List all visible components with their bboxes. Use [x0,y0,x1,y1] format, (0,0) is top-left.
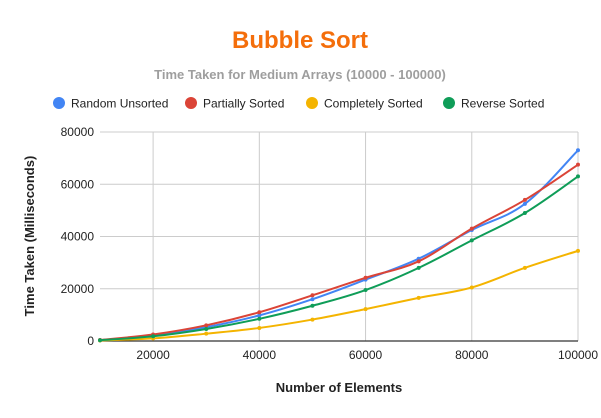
series-lines [98,148,580,343]
chart-subtitle: Time Taken for Medium Arrays (10000 - 10… [154,67,446,82]
legend-item: Completely Sorted [306,97,423,111]
data-point [576,148,580,153]
x-axis-title: Number of Elements [276,380,402,395]
data-point [257,325,262,330]
data-point [576,248,580,253]
y-tick-label: 0 [87,334,94,348]
legend-label: Random Unsorted [71,97,168,111]
data-point [522,197,527,202]
data-point [310,297,315,302]
gridlines [100,131,579,341]
legend-marker [185,97,197,109]
data-point [98,338,102,343]
y-tick-label: 40000 [61,230,95,244]
data-point [576,162,580,167]
x-tick-label: 60000 [349,348,383,362]
data-point [416,295,421,300]
data-point [204,323,209,328]
series-line-1 [99,163,579,341]
y-tick-label: 80000 [61,125,95,139]
data-point [257,310,262,315]
data-point [310,293,315,298]
x-tick-label: 40000 [243,348,277,362]
legend: Random Unsorted Partially Sorted Completel… [53,97,544,111]
legend-item: Reverse Sorted [443,97,544,111]
data-point [257,316,262,321]
data-point [576,174,580,179]
legend-label: Reverse Sorted [461,97,544,111]
legend-item: Partially Sorted [185,97,284,111]
data-point [151,334,156,339]
data-point [204,331,209,336]
data-point [469,238,474,243]
data-point [363,275,368,280]
series-line-0 [99,149,579,342]
legend-marker [306,97,318,109]
data-point [522,210,527,215]
data-point [363,288,368,293]
chart-title: Bubble Sort [232,27,368,54]
legend-label: Completely Sorted [324,97,423,111]
series-line-2 [99,249,579,342]
x-tick-label: 100000 [558,348,598,362]
x-tick-label: 80000 [455,348,489,362]
legend-label: Partially Sorted [203,97,284,111]
data-point [522,201,527,206]
x-tick-label: 20000 [136,348,170,362]
legend-marker [443,97,455,109]
y-tick-label: 20000 [61,282,95,296]
data-point [204,326,209,331]
data-point [469,226,474,231]
data-point [416,259,421,264]
data-point [363,307,368,312]
tick-labels: 0 20000 40000 60000 80000 20000 40000 60000 8000… [61,125,599,362]
series-line-3 [99,175,579,342]
y-axis-title: Time Taken (Milliseconds) [22,156,37,317]
data-point [310,317,315,322]
legend-item: Random Unsorted [53,97,168,111]
data-point [310,303,315,308]
legend-marker [53,97,65,109]
data-point [522,265,527,270]
data-point [416,265,421,270]
y-tick-label: 60000 [61,177,95,191]
data-point [257,313,262,318]
data-point [469,285,474,290]
